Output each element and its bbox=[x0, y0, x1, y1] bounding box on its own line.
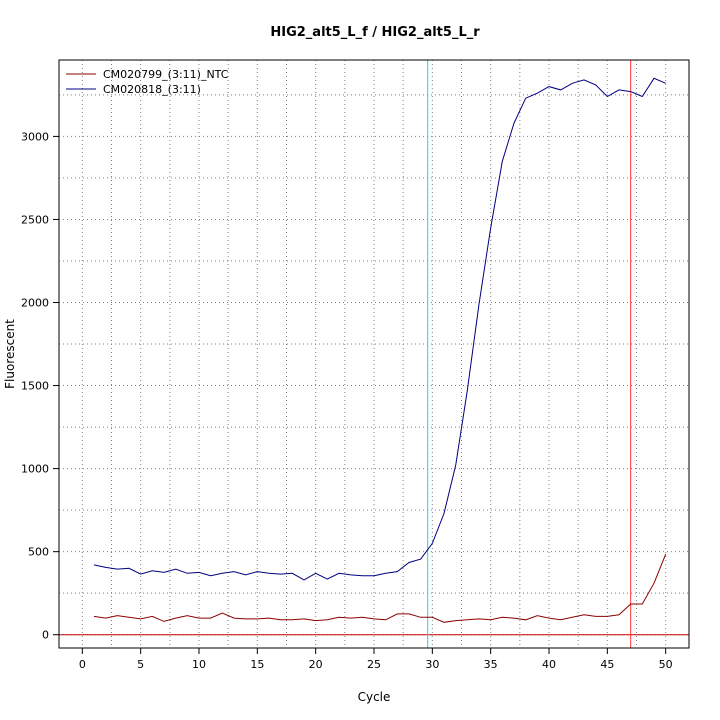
legend-label-1: CM020799_(3:11)_NTC bbox=[103, 68, 229, 81]
series-line-2 bbox=[93, 77, 666, 581]
x-tick-label: 20 bbox=[309, 658, 323, 671]
x-tick-label: 35 bbox=[484, 658, 498, 671]
y-tick-label: 3000 bbox=[21, 130, 49, 143]
y-tick-label: 1000 bbox=[21, 463, 49, 476]
legend: CM020799_(3:11)_NTC CM020818_(3:11) bbox=[66, 68, 229, 96]
x-tick-label: 15 bbox=[250, 658, 264, 671]
x-tick-label: 25 bbox=[367, 658, 381, 671]
y-axis: 0 500 1000 1500 2000 2500 3000 bbox=[21, 130, 59, 642]
y-tick-label: 500 bbox=[28, 546, 49, 559]
legend-label-2: CM020818_(3:11) bbox=[103, 83, 201, 96]
x-axis-label: Cycle bbox=[358, 690, 391, 704]
x-tick-label: 50 bbox=[659, 658, 673, 671]
y-tick-label: 1500 bbox=[21, 380, 49, 393]
chart-title: HIG2_alt5_L_f / HIG2_alt5_L_r bbox=[270, 25, 480, 40]
y-tick-label: 2000 bbox=[21, 297, 49, 310]
x-tick-label: 0 bbox=[79, 658, 86, 671]
x-tick-label: 30 bbox=[425, 658, 439, 671]
x-tick-label: 45 bbox=[600, 658, 614, 671]
x-tick-label: 10 bbox=[192, 658, 206, 671]
grid-lines bbox=[59, 60, 689, 648]
series-lines bbox=[93, 77, 667, 623]
x-tick-label: 5 bbox=[137, 658, 144, 671]
y-tick-label: 2500 bbox=[21, 213, 49, 226]
x-tick-label: 40 bbox=[542, 658, 556, 671]
y-tick-label: 0 bbox=[42, 629, 49, 642]
series-line-1 bbox=[93, 554, 667, 623]
x-axis: 0 5 10 15 20 25 30 35 40 45 50 bbox=[79, 648, 673, 671]
y-axis-label: Fluorescent bbox=[3, 319, 17, 389]
